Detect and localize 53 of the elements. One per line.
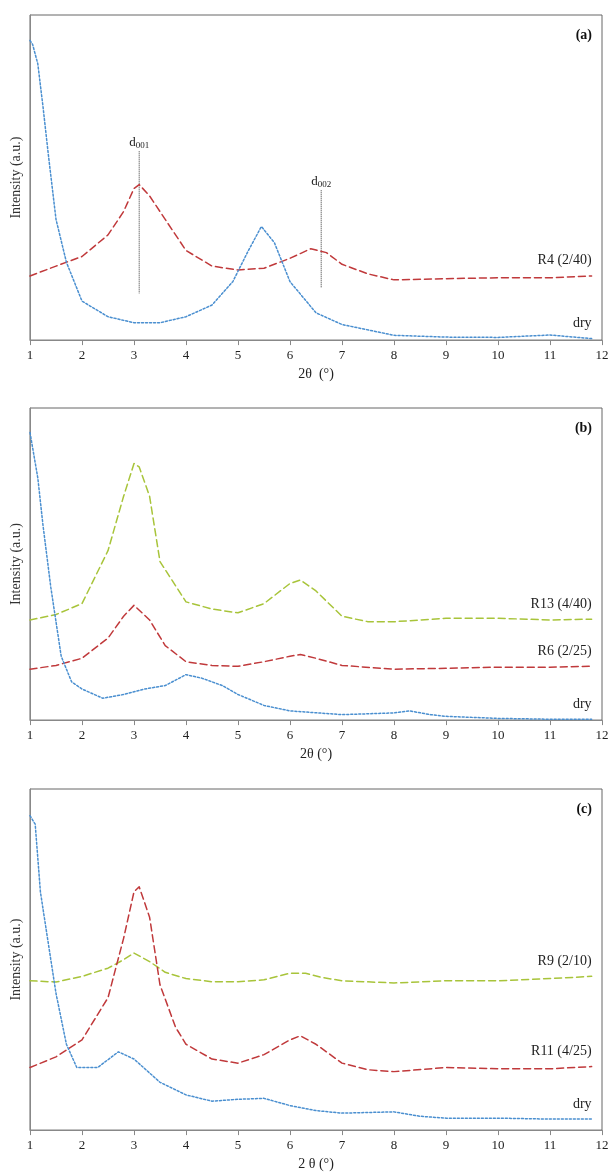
- series-label: dry: [572, 315, 592, 331]
- x-tick-label: 1: [26, 1137, 34, 1153]
- x-tick-label: 5: [234, 727, 242, 743]
- x-axis-title: 2θ (°): [299, 745, 333, 762]
- x-tick-label: 1: [26, 347, 34, 363]
- x-tick-label: 11: [543, 1137, 557, 1153]
- x-tick-label: 12: [595, 727, 609, 743]
- x-tick-label: 7: [338, 347, 346, 363]
- series-label: dry: [572, 695, 592, 711]
- x-tick-label: 6: [286, 347, 294, 363]
- series-label: R9 (2/10): [537, 952, 592, 969]
- x-tick-label: 8: [390, 1137, 398, 1153]
- annotation: (b): [574, 419, 593, 436]
- x-tick-label: 7: [338, 1137, 346, 1153]
- x-tick-label: 10: [491, 1137, 505, 1153]
- x-tick-label: 2: [78, 347, 86, 363]
- x-tick-label: 9: [442, 347, 450, 363]
- series-label: R4 (2/40): [537, 252, 592, 269]
- x-tick-label: 10: [491, 347, 505, 363]
- x-tick-label: 2: [78, 727, 86, 743]
- x-tick-label: 3: [130, 727, 138, 743]
- x-tick-label: 1: [26, 727, 34, 743]
- x-tick-label: 3: [130, 347, 138, 363]
- x-tick-label: 7: [338, 727, 346, 743]
- series-label: R11 (4/25): [531, 1043, 592, 1060]
- x-tick-label: 5: [234, 1137, 242, 1153]
- x-tick-label: 4: [182, 727, 190, 743]
- y-axis-title: Intensity (a.u.): [7, 136, 24, 219]
- series-label: dry: [572, 1095, 592, 1111]
- y-axis-title: Intensity (a.u.): [7, 522, 24, 606]
- x-tick-label: 3: [130, 1137, 138, 1153]
- y-axis-title: Intensity (a.u.): [7, 918, 24, 1001]
- series-label: R13 (4/40): [530, 595, 592, 612]
- x-tick-label: 8: [390, 347, 398, 363]
- x-tick-label: 12: [595, 1137, 609, 1153]
- x-tick-label: 9: [442, 1137, 450, 1153]
- x-tick-label: 10: [491, 727, 505, 743]
- x-tick-label: 8: [390, 727, 398, 743]
- text: (c): [576, 800, 593, 817]
- x-tick-label: 2: [78, 1137, 86, 1153]
- x-tick-label: 4: [182, 347, 190, 363]
- x-tick-label: 12: [595, 347, 609, 363]
- annotation: (a): [575, 26, 593, 43]
- x-axis-title: 2 θ (°): [298, 1155, 335, 1172]
- x-tick-label: 11: [543, 347, 557, 363]
- x-axis-title: 2θ (°): [298, 365, 335, 382]
- x-tick-label: 6: [286, 727, 294, 743]
- x-tick-label: 6: [286, 1137, 294, 1153]
- x-tick-label: 5: [234, 347, 242, 363]
- x-tick-label: 9: [442, 727, 450, 743]
- x-tick-label: 4: [182, 1137, 190, 1153]
- series-label: R6 (2/25): [537, 642, 592, 659]
- x-tick-label: 11: [543, 727, 557, 743]
